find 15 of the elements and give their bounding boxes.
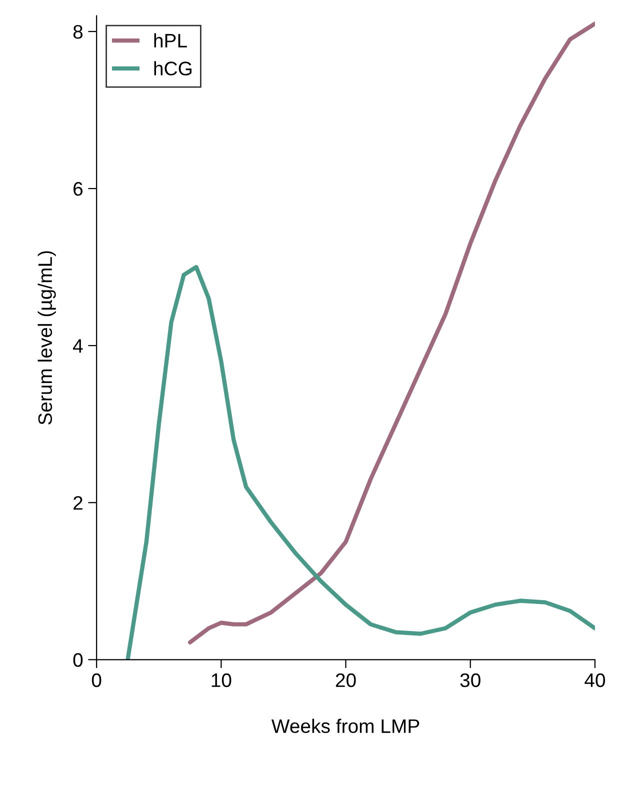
y-axis-title: Serum level (µg/mL) bbox=[38, 251, 56, 425]
x-tick-label: 40 bbox=[584, 673, 606, 688]
y-tick-label: 6 bbox=[74, 182, 83, 196]
x-tick-label: 20 bbox=[336, 673, 356, 688]
x-tick-label: 10 bbox=[212, 673, 232, 688]
x-tick-label: 30 bbox=[460, 673, 480, 688]
y-tick-label: 0 bbox=[73, 653, 83, 667]
x-tick-label: 0 bbox=[92, 673, 102, 688]
y-tick-label: 2 bbox=[74, 496, 82, 510]
x-axis-title: Weeks from LMP bbox=[271, 718, 420, 734]
y-tick-label: 8 bbox=[73, 24, 83, 39]
y-tick-label: 4 bbox=[73, 339, 83, 353]
legend-label: hPL bbox=[154, 33, 187, 48]
legend-label: hCG bbox=[154, 61, 192, 76]
line-series bbox=[126, 264, 595, 660]
